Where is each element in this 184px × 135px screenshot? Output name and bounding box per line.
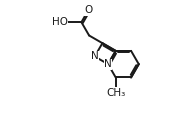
Text: CH₃: CH₃ [106,88,125,98]
Text: N: N [104,59,112,69]
Text: HO: HO [52,17,68,27]
Text: O: O [84,5,92,15]
Text: N: N [91,51,99,61]
